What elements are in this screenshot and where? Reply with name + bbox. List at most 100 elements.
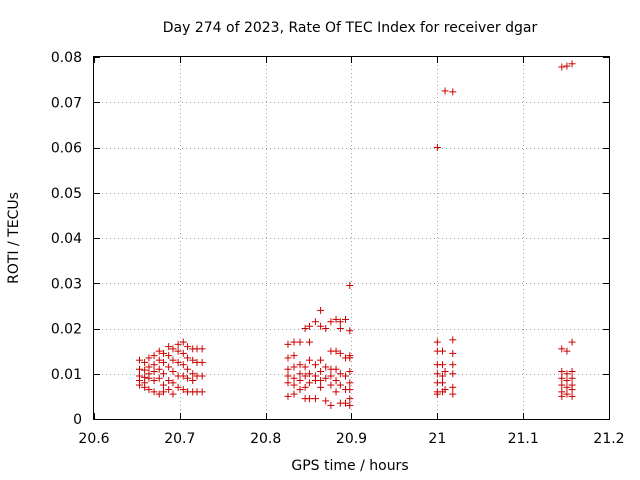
data-point (150, 352, 158, 360)
data-point (558, 345, 566, 353)
data-point (301, 325, 309, 332)
data-point (179, 338, 187, 346)
data-point (327, 401, 335, 409)
data-point (165, 377, 173, 385)
data-point (563, 347, 571, 355)
data-point (198, 372, 206, 380)
data-point (198, 358, 206, 366)
data-points (135, 60, 576, 409)
data-point (322, 363, 330, 371)
data-point (322, 325, 330, 332)
data-point (332, 377, 340, 385)
data-point (341, 315, 349, 323)
data-point (184, 354, 192, 362)
data-point (332, 315, 340, 323)
data-point (336, 325, 344, 332)
data-point (568, 392, 576, 400)
data-point (155, 347, 163, 355)
y-tick-label: 0.08 (51, 50, 82, 66)
data-point (341, 372, 349, 380)
data-point (563, 377, 571, 385)
data-point (346, 386, 354, 394)
data-point (296, 370, 304, 378)
data-point (290, 352, 298, 360)
data-point (290, 381, 298, 389)
data-point (332, 388, 340, 396)
data-point (150, 377, 158, 385)
chart-title: Day 274 of 2023, Rate Of TEC Index for r… (163, 20, 538, 36)
data-point (169, 345, 177, 353)
data-point (438, 347, 446, 355)
data-point (296, 338, 304, 346)
data-point (150, 367, 158, 375)
data-point (184, 343, 192, 351)
data-point (341, 399, 349, 407)
data-point (296, 361, 304, 369)
data-point (311, 318, 319, 326)
y-tick-label: 0.02 (51, 322, 82, 338)
data-point (332, 365, 340, 373)
data-point (174, 347, 182, 355)
data-point (568, 374, 576, 382)
data-point (441, 367, 449, 375)
plot-frame (93, 56, 610, 420)
data-point (169, 379, 177, 387)
data-point (296, 377, 304, 385)
data-point (290, 390, 298, 398)
data-point (563, 62, 571, 70)
data-point (449, 349, 457, 357)
data-point (135, 365, 143, 373)
data-point (336, 370, 344, 378)
x-axis-label: GPS time / hours (291, 458, 408, 474)
data-point (165, 343, 173, 351)
x-tick-label: 21 (428, 431, 446, 447)
data-point (433, 338, 441, 346)
y-tick-labels: 0 0.01 0.02 0.03 0.04 0.05 0.06 0.07 0.08 (51, 50, 82, 428)
data-point (284, 372, 292, 380)
data-point (346, 379, 354, 387)
data-point (169, 367, 177, 375)
data-point (301, 372, 309, 380)
grid-lines (94, 57, 609, 419)
data-point (558, 374, 566, 382)
data-point (449, 88, 457, 96)
data-point (558, 392, 566, 400)
data-point (145, 386, 153, 394)
data-point (155, 365, 163, 373)
data-point (155, 374, 163, 382)
data-point (165, 363, 173, 371)
data-point (449, 390, 457, 398)
data-point (135, 381, 143, 389)
data-point (184, 365, 192, 373)
y-tick-label: 0.04 (51, 231, 82, 247)
data-point (346, 401, 354, 409)
data-point (305, 370, 313, 378)
data-point (336, 349, 344, 357)
y-tick-label: 0.06 (51, 141, 82, 157)
data-point (179, 386, 187, 394)
x-tick-label: 20.8 (250, 431, 281, 447)
data-point (327, 372, 335, 380)
data-point (317, 322, 325, 330)
x-tick-label: 20.6 (78, 431, 109, 447)
data-point (155, 390, 163, 398)
data-point (179, 361, 187, 369)
x-tick-label: 21.2 (593, 431, 624, 447)
data-point (160, 349, 168, 357)
data-point (150, 388, 158, 396)
data-point (317, 367, 325, 375)
data-point (179, 372, 187, 380)
data-point (311, 361, 319, 369)
data-point (449, 361, 457, 369)
data-point (290, 363, 298, 371)
data-point (174, 383, 182, 391)
data-point (160, 370, 168, 378)
x-tick-label: 20.9 (336, 431, 367, 447)
data-point (305, 338, 313, 346)
data-point (317, 383, 325, 391)
data-point (441, 87, 449, 95)
data-point (169, 390, 177, 398)
data-point (322, 397, 330, 405)
data-point (336, 381, 344, 389)
